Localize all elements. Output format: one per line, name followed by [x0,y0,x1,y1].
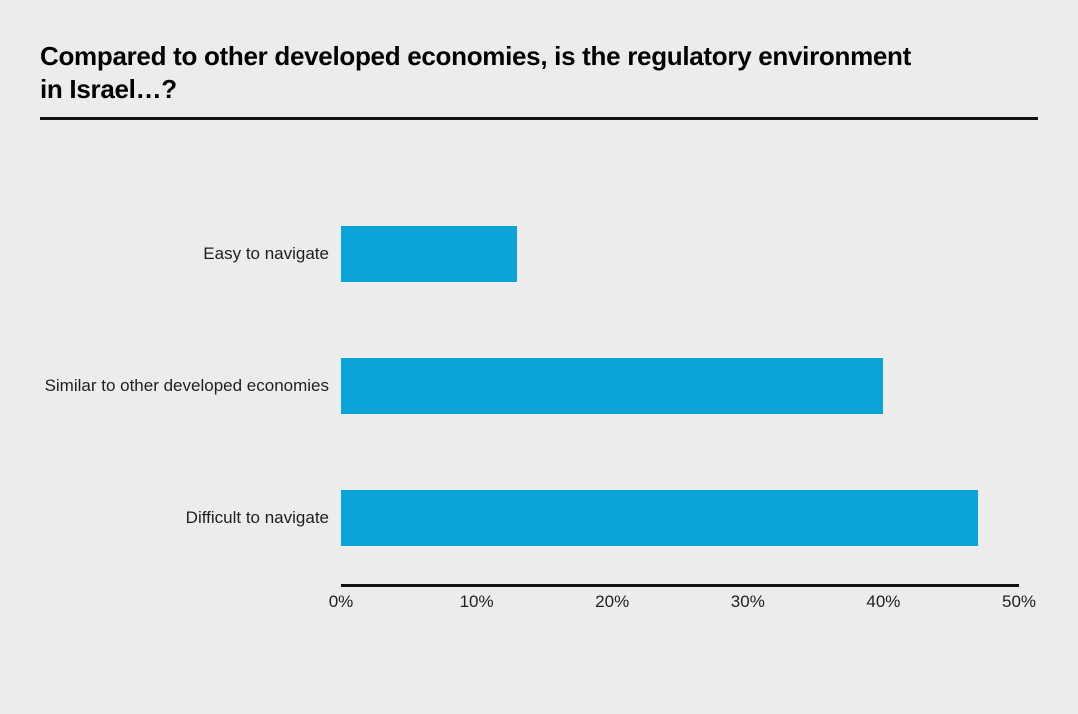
x-axis-line [341,584,1019,587]
x-tick-label: 10% [459,592,494,611]
bar-track [341,226,1019,282]
bar [341,490,979,546]
bar [341,226,518,282]
report-page: Compared to other developed economies, i… [0,40,1078,714]
bar-row: Similar to other developed economies [40,320,1019,452]
axis-area: 0% 10% 20% 30% 40% 50% [329,584,1036,615]
bar-row: Difficult to navigate [40,452,1019,584]
bar [341,358,884,414]
bar-track [341,490,1019,546]
category-label: Difficult to navigate [185,507,329,527]
axis-spacer [40,584,341,615]
x-tick-label: 0% [328,592,354,611]
bar-rows: Easy to navigate Similar to other develop… [40,188,1019,584]
x-tick-label: 30% [730,592,765,611]
x-tick-label: 40% [866,592,901,611]
title-divider [40,117,1038,120]
category-label: Similar to other developed economies [44,375,329,395]
x-axis-ticks: 0% 10% 20% 30% 40% 50% [329,587,1036,615]
x-tick-label: 50% [1001,592,1037,611]
bar-track [341,358,1019,414]
chart-title: Compared to other developed economies, i… [40,41,912,104]
bar-chart: Easy to navigate Similar to other develop… [40,188,1036,615]
x-tick-label: 20% [595,592,630,611]
x-axis: 0% 10% 20% 30% 40% 50% [40,584,1036,615]
category-label: Easy to navigate [203,243,329,263]
bar-row: Easy to navigate [40,188,1019,320]
